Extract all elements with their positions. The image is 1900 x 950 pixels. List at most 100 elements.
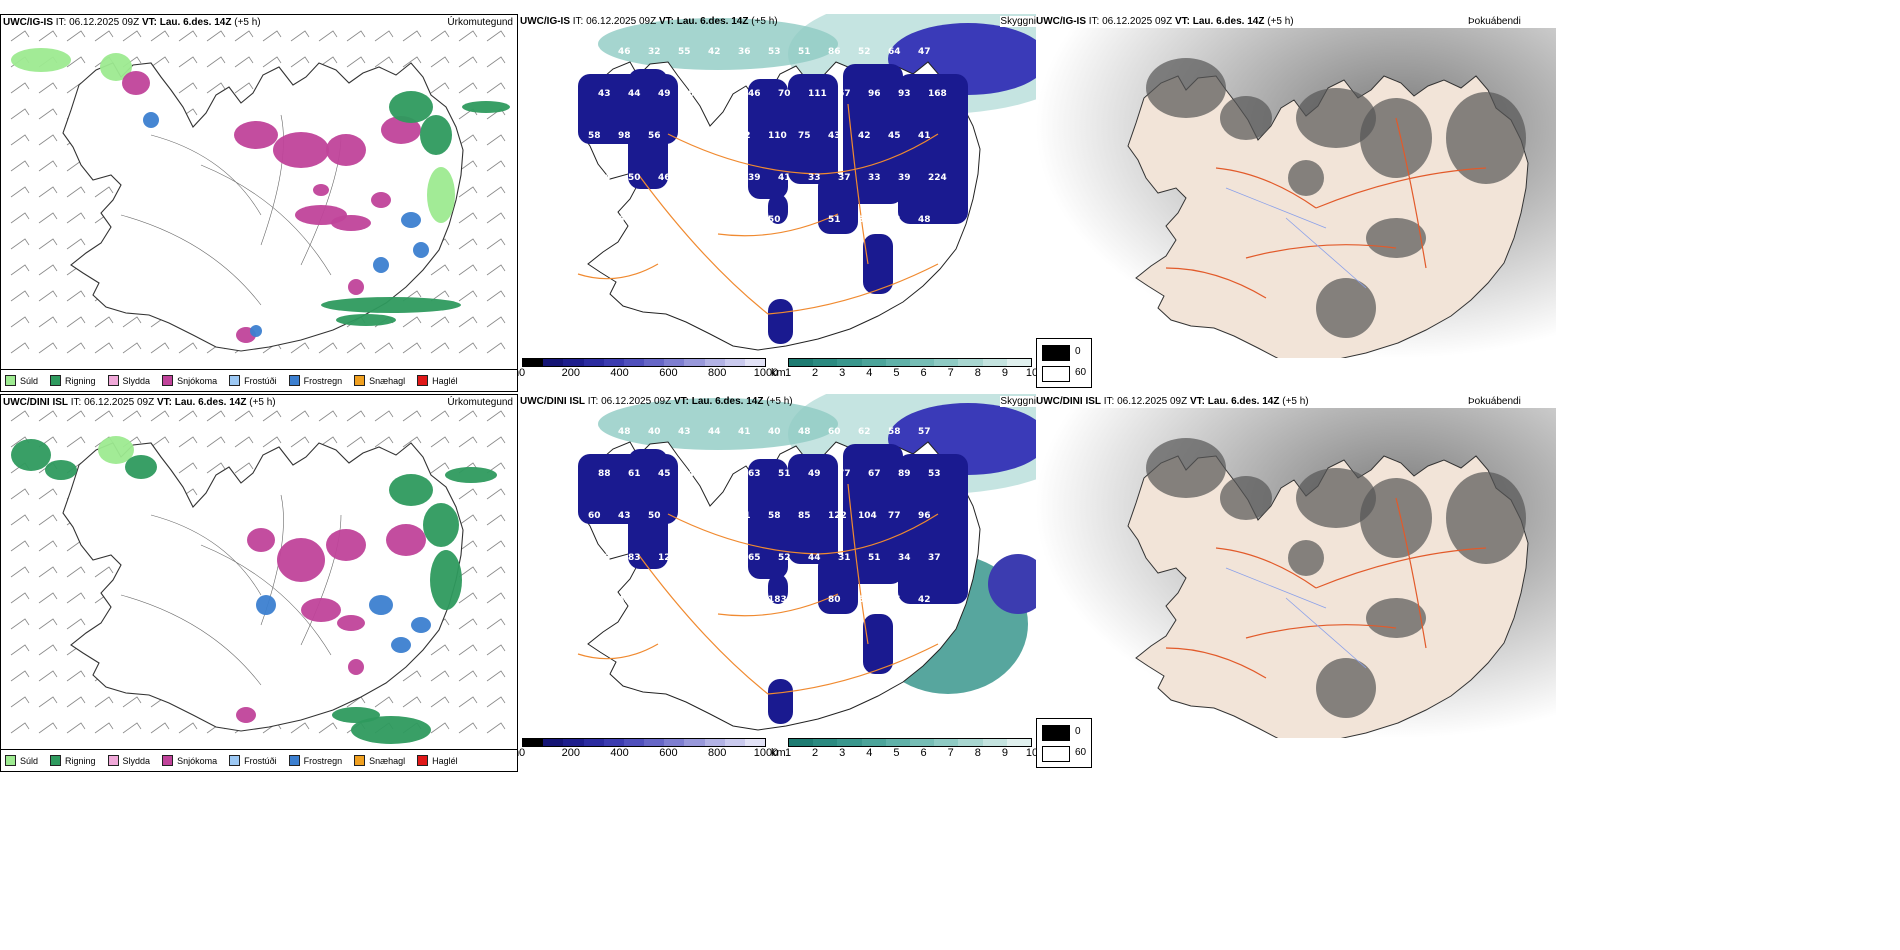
wind-barb [486, 462, 506, 474]
colorbar-segment [885, 739, 911, 746]
precip-area [11, 48, 71, 72]
colorbar-tick: 5 [893, 367, 900, 379]
wind-barb [38, 644, 58, 656]
wind-barb [430, 436, 450, 448]
colorbar-tick: 5 [893, 747, 900, 759]
road-line [577, 643, 659, 660]
low-cloud-base-area [768, 574, 788, 604]
wind-barb [430, 696, 450, 708]
wind-barb [430, 722, 450, 734]
low-cloud-base-area [628, 69, 668, 189]
panel-title: Úrkomutegund [447, 17, 513, 28]
wind-barb [262, 410, 282, 422]
wind-barb [346, 410, 366, 422]
colorbar-segment [910, 359, 935, 366]
wind-barb [290, 56, 310, 68]
colorbar-tick: 800 [708, 747, 727, 759]
low-cloud-base-area [788, 74, 838, 184]
low-cloud-base-area [898, 74, 968, 224]
low-cloud-base-area [768, 194, 788, 224]
colorbar-segment [934, 359, 959, 366]
colorbar-tick: 2 [812, 367, 819, 379]
colorbar-tick: 200 [561, 747, 580, 759]
precip-area [236, 707, 256, 723]
visibility-value: 49 [808, 469, 821, 479]
wind-barb [178, 722, 198, 734]
wind-barb [66, 186, 86, 198]
legend-swatch [50, 755, 62, 766]
it-value: 06.12.2025 09Z [1102, 16, 1173, 27]
legend-swatch [5, 755, 16, 766]
visibility-value: 56 [648, 131, 661, 141]
legend-swatch [162, 755, 174, 766]
wind-barb [402, 342, 422, 354]
wind-barb [486, 316, 506, 328]
visibility-value: 77 [838, 469, 851, 479]
legend-item: Snæhagl [354, 755, 405, 766]
wind-barb [206, 82, 226, 94]
visibility-value: 136 [708, 215, 727, 225]
wind-barb [458, 264, 478, 276]
colorbar-tick: 9 [1001, 747, 1008, 759]
wind-barb [66, 342, 86, 354]
wind-barb [94, 566, 114, 578]
river-line [1225, 567, 1327, 609]
precip-area [348, 659, 364, 675]
wind-barb [66, 212, 86, 224]
precip-area [445, 467, 497, 483]
precip-area [143, 112, 159, 128]
panel-title: Þokuábendi [1468, 16, 1521, 27]
visibility-value: 168 [928, 89, 947, 99]
legend-item: Frostúði [229, 755, 277, 766]
colorbar-segment [623, 739, 645, 746]
run-header: UWC/IG-IS IT: 06.12.2025 09Z VT: Lau. 6.… [1036, 16, 1294, 27]
fog-area [1220, 476, 1272, 520]
visibility-value: 60 [588, 511, 601, 521]
precip-area [313, 184, 329, 196]
colorbar-segment [543, 359, 564, 366]
precip-area [351, 716, 431, 744]
visibility-value: 36 [738, 47, 751, 57]
legend-label: Frostregn [303, 755, 343, 766]
wind-barb [66, 722, 86, 734]
colorbar-tick: 8 [974, 367, 981, 379]
wind-barb [178, 410, 198, 422]
wind-barb [38, 592, 58, 604]
fog-legend: 0 60 [1036, 338, 1092, 388]
precip-type-panel: UWC/IG-IS IT: 06.12.2025 09Z VT: Lau. 6.… [0, 14, 518, 392]
wind-barb [206, 410, 226, 422]
visibility-value: 40 [648, 427, 661, 437]
sea-visibility [598, 18, 838, 70]
wind-barb [234, 82, 254, 94]
legend-label: Snjókoma [177, 375, 218, 386]
wind-barb [486, 264, 506, 276]
wind-barb [10, 30, 30, 42]
river-line [120, 214, 262, 306]
legend-item: Slydda [107, 375, 150, 386]
fog-area [1366, 598, 1426, 638]
colorbar-segment [563, 739, 584, 746]
fog-legend-high-label: 60 [1075, 367, 1087, 378]
precip-area [321, 297, 461, 313]
legend-item: Frostúði [229, 375, 277, 386]
visibility-value: 46 [748, 89, 761, 99]
model-label: UWC/IG-IS [520, 16, 570, 27]
run-header: UWC/DINI ISL IT: 06.12.2025 09Z VT: Lau.… [520, 396, 793, 407]
wind-barb [458, 566, 478, 578]
wind-barb [374, 410, 394, 422]
visibility-value: 61 [708, 131, 721, 141]
wind-barb [10, 108, 30, 120]
precip-area [348, 279, 364, 295]
river-line [200, 544, 332, 656]
river-line [200, 164, 332, 276]
run-header: UWC/DINI ISL IT: 06.12.2025 09Z VT: Lau.… [1036, 396, 1309, 407]
colorbar-tick: 2 [812, 747, 819, 759]
visibility-value: 46 [658, 173, 671, 183]
wind-barb [318, 410, 338, 422]
visibility-value: 116 [738, 215, 757, 225]
visibility-value: 224 [928, 173, 947, 183]
colorbar-segment [684, 359, 705, 366]
visibility-value: 53 [768, 47, 781, 57]
road-line [767, 643, 939, 695]
visibility-value: 40 [648, 595, 661, 605]
